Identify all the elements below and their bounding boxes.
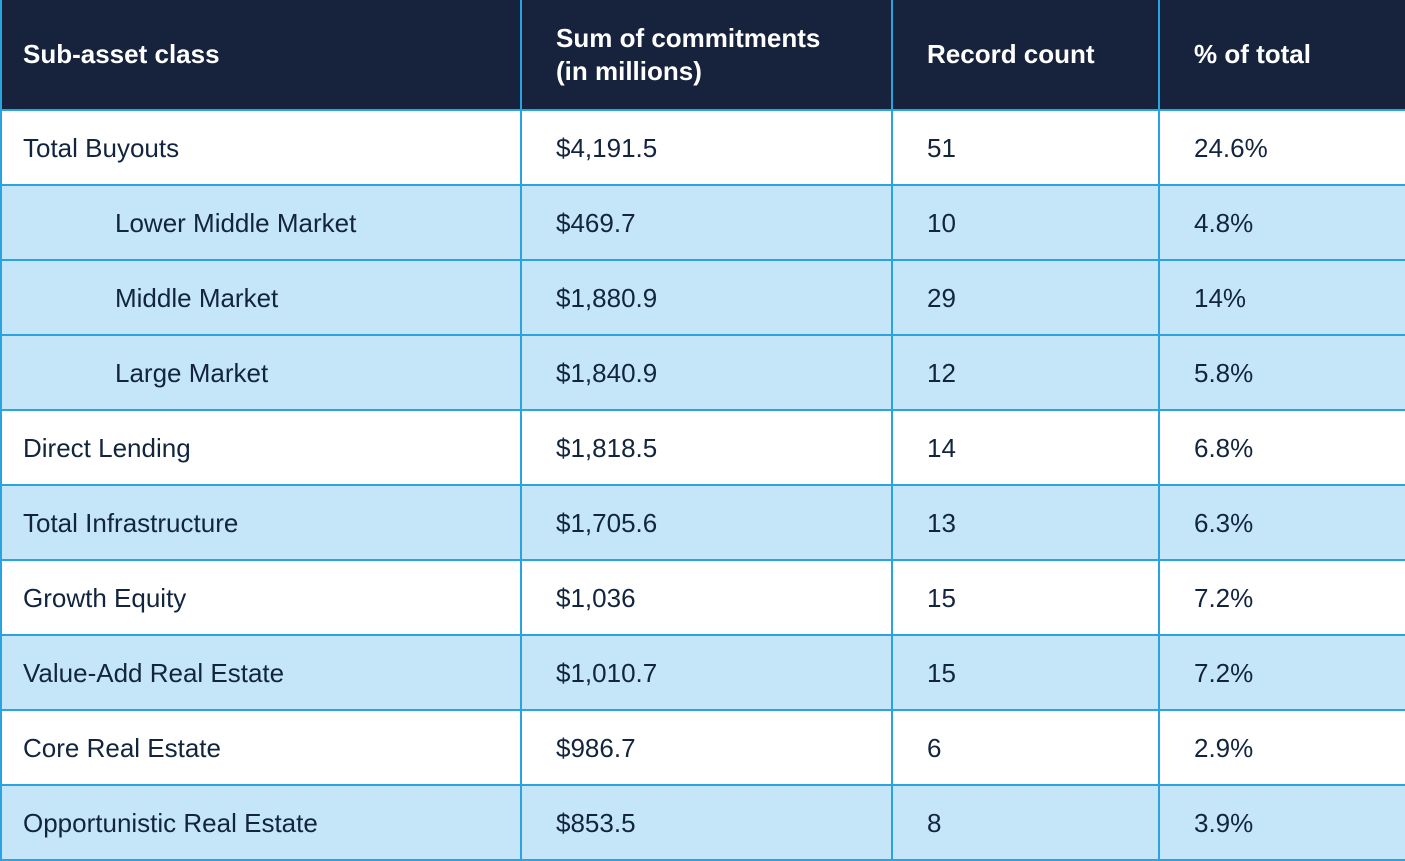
sub-asset-class-cell: Growth Equity bbox=[0, 559, 522, 636]
record-count-cell: 10 bbox=[891, 184, 1160, 261]
table-row: Large Market $1,840.9 12 5.8% bbox=[0, 334, 1405, 411]
pct-of-total-cell: 6.3% bbox=[1158, 484, 1405, 561]
table-row: Lower Middle Market $469.7 10 4.8% bbox=[0, 184, 1405, 261]
column-header-label: Sub-asset class bbox=[23, 39, 220, 69]
table-row: Core Real Estate $986.7 6 2.9% bbox=[0, 709, 1405, 786]
commitments-cell: $853.5 bbox=[520, 784, 893, 861]
commitments-cell: $1,818.5 bbox=[520, 409, 893, 486]
table-row: Middle Market $1,880.9 29 14% bbox=[0, 259, 1405, 336]
commitments-cell: $1,036 bbox=[520, 559, 893, 636]
sub-asset-class-cell: Value-Add Real Estate bbox=[0, 634, 522, 711]
commitments-cell: $1,840.9 bbox=[520, 334, 893, 411]
record-count-cell: 12 bbox=[891, 334, 1160, 411]
sub-asset-class-cell: Core Real Estate bbox=[0, 709, 522, 786]
column-header-label: % of total bbox=[1194, 39, 1311, 69]
header-row: Sub-asset class Sum of commitments (in m… bbox=[0, 0, 1405, 111]
pct-of-total-cell: 5.8% bbox=[1158, 334, 1405, 411]
record-count-cell: 14 bbox=[891, 409, 1160, 486]
pct-of-total-cell: 3.9% bbox=[1158, 784, 1405, 861]
record-count-cell: 51 bbox=[891, 109, 1160, 186]
table-header: Sub-asset class Sum of commitments (in m… bbox=[0, 0, 1405, 111]
record-count-cell: 15 bbox=[891, 634, 1160, 711]
pct-of-total-cell: 6.8% bbox=[1158, 409, 1405, 486]
column-header-label: Sum of commitments (in millions) bbox=[556, 22, 821, 86]
table-row: Growth Equity $1,036 15 7.2% bbox=[0, 559, 1405, 636]
column-header-record-count: Record count bbox=[891, 0, 1160, 111]
table-row: Total Infrastructure $1,705.6 13 6.3% bbox=[0, 484, 1405, 561]
record-count-cell: 13 bbox=[891, 484, 1160, 561]
pct-of-total-cell: 14% bbox=[1158, 259, 1405, 336]
table-body: Total Buyouts $4,191.5 51 24.6% Lower Mi… bbox=[0, 109, 1405, 861]
table-row: Opportunistic Real Estate $853.5 8 3.9% bbox=[0, 784, 1405, 861]
record-count-cell: 8 bbox=[891, 784, 1160, 861]
sub-asset-class-cell: Direct Lending bbox=[0, 409, 522, 486]
record-count-cell: 15 bbox=[891, 559, 1160, 636]
commitments-cell: $469.7 bbox=[520, 184, 893, 261]
record-count-cell: 6 bbox=[891, 709, 1160, 786]
commitments-cell: $4,191.5 bbox=[520, 109, 893, 186]
commitments-cell: $1,880.9 bbox=[520, 259, 893, 336]
pct-of-total-cell: 7.2% bbox=[1158, 634, 1405, 711]
column-header-label: Record count bbox=[927, 39, 1095, 69]
sub-asset-class-cell: Large Market bbox=[0, 334, 522, 411]
sub-asset-class-cell: Lower Middle Market bbox=[0, 184, 522, 261]
table-row: Direct Lending $1,818.5 14 6.8% bbox=[0, 409, 1405, 486]
commitments-cell: $986.7 bbox=[520, 709, 893, 786]
pct-of-total-cell: 24.6% bbox=[1158, 109, 1405, 186]
table-row: Total Buyouts $4,191.5 51 24.6% bbox=[0, 109, 1405, 186]
record-count-cell: 29 bbox=[891, 259, 1160, 336]
commitments-cell: $1,010.7 bbox=[520, 634, 893, 711]
pct-of-total-cell: 2.9% bbox=[1158, 709, 1405, 786]
sub-asset-class-cell: Middle Market bbox=[0, 259, 522, 336]
column-header-pct-of-total: % of total bbox=[1158, 0, 1405, 111]
commitments-cell: $1,705.6 bbox=[520, 484, 893, 561]
table-row: Value-Add Real Estate $1,010.7 15 7.2% bbox=[0, 634, 1405, 711]
pct-of-total-cell: 4.8% bbox=[1158, 184, 1405, 261]
column-header-sub-asset-class: Sub-asset class bbox=[0, 0, 522, 111]
pct-of-total-cell: 7.2% bbox=[1158, 559, 1405, 636]
column-header-commitments: Sum of commitments (in millions) bbox=[520, 0, 893, 111]
sub-asset-class-cell: Total Infrastructure bbox=[0, 484, 522, 561]
sub-asset-class-cell: Total Buyouts bbox=[0, 109, 522, 186]
sub-asset-class-cell: Opportunistic Real Estate bbox=[0, 784, 522, 861]
